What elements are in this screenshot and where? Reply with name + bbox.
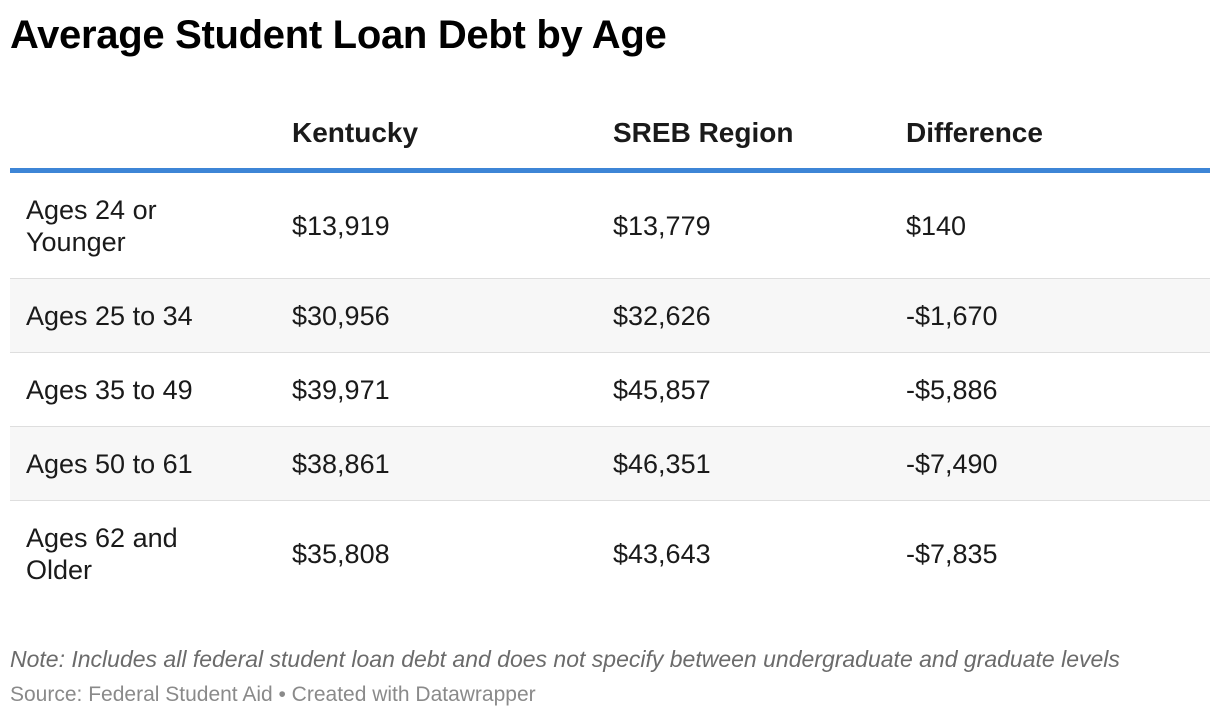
cell-kentucky: $39,971 — [292, 352, 613, 427]
chart-title: Average Student Loan Debt by Age — [10, 13, 667, 57]
cell-kentucky: $30,956 — [292, 278, 613, 353]
cell-difference: -$1,670 — [906, 278, 1210, 353]
header-row: Kentucky SREB Region Difference — [10, 98, 1210, 173]
cell-sreb-region: $45,857 — [613, 352, 906, 427]
table-body: Ages 24 or Younger $13,919 $13,779 $140 … — [10, 170, 1210, 607]
row-label: Ages 25 to 34 — [10, 278, 292, 353]
column-header-kentucky: Kentucky — [292, 98, 613, 173]
chart-note: Note: Includes all federal student loan … — [10, 646, 1120, 672]
data-table: Kentucky SREB Region Difference Ages 24 … — [10, 98, 1210, 606]
cell-sreb-region: $43,643 — [613, 538, 711, 569]
cell-difference: -$5,886 — [906, 352, 1210, 427]
row-label: Ages 62 and Older — [26, 522, 178, 585]
cell-sreb-region: $46,351 — [613, 426, 906, 501]
cell-kentucky: $35,808 — [292, 538, 390, 569]
table-row: Ages 35 to 49 $39,971 $45,857 -$5,886 — [10, 352, 1210, 427]
row-label: Ages 24 or Younger — [10, 170, 292, 279]
row-label: Ages 50 to 61 — [10, 426, 292, 501]
chart-source: Source: Federal Student Aid • Created wi… — [10, 683, 536, 706]
table-row: Ages 24 or Younger $13,919 $13,779 $140 — [10, 170, 1210, 279]
table-row: Ages 50 to 61 $38,861 $46,351 -$7,490 — [10, 426, 1210, 501]
cell-kentucky: $13,919 — [292, 170, 613, 279]
table-header: Kentucky SREB Region Difference — [10, 98, 1210, 173]
cell-difference: $140 — [906, 170, 1210, 279]
table-row: Ages 62 and Older $35,808 $43,643 -$7,83… — [10, 501, 1210, 607]
cell-difference: -$7,835 — [906, 538, 998, 569]
cell-sreb-region: $13,779 — [613, 170, 906, 279]
data-table-container: Kentucky SREB Region Difference Ages 24 … — [10, 98, 1210, 606]
cell-kentucky: $38,861 — [292, 426, 613, 501]
table-row: Ages 25 to 34 $30,956 $32,626 -$1,670 — [10, 278, 1210, 353]
column-header-label — [10, 98, 292, 173]
cell-sreb-region: $32,626 — [613, 278, 906, 353]
cell-difference: -$7,490 — [906, 426, 1210, 501]
row-label: Ages 35 to 49 — [10, 352, 292, 427]
column-header-difference: Difference — [906, 98, 1210, 173]
column-header-sreb-region: SREB Region — [613, 98, 906, 173]
